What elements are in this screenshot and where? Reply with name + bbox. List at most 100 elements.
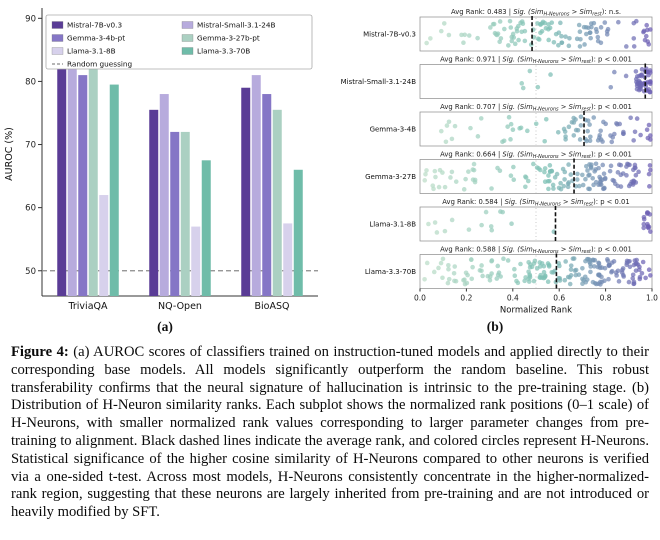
h-neuron-dot — [587, 138, 593, 144]
h-neuron-dot — [470, 167, 476, 172]
bar-Mistral-Small-3.1-24B — [67, 37, 77, 296]
title-fragment: H-Neurons — [544, 12, 570, 18]
h-neuron-dot — [577, 183, 582, 189]
h-neuron-dot — [590, 175, 595, 181]
h-neuron-dot — [547, 163, 553, 168]
h-neuron-dot — [443, 139, 449, 145]
h-neuron-dot — [612, 131, 617, 137]
h-neuron-dot — [551, 186, 556, 191]
legend-swatch-Gemma-3-27b-pt — [181, 34, 194, 42]
h-neuron-dot — [442, 184, 448, 190]
title-fragment: Avg Rank: 0.483 — [451, 8, 507, 16]
h-neuron-dot — [479, 263, 484, 268]
h-neuron-dot — [452, 123, 458, 129]
h-neuron-dot — [432, 220, 438, 225]
title-fragment: rest — [581, 249, 592, 255]
h-neuron-dot — [514, 28, 520, 34]
h-neuron-dot — [585, 128, 590, 134]
title-fragment: | — [496, 246, 503, 254]
h-neuron-dot — [565, 184, 571, 190]
bar-Mistral-7B-v0.3 — [149, 109, 159, 296]
h-neuron-dot — [551, 39, 557, 45]
h-neuron-dot — [581, 24, 587, 30]
h-neuron-dot — [509, 38, 515, 44]
h-neuron-dot — [561, 126, 567, 132]
bar-Mistral-7B-v0.3 — [57, 40, 67, 297]
h-neuron-dot — [556, 43, 561, 48]
h-neuron-dot — [452, 264, 458, 269]
h-neuron-dot — [464, 280, 470, 286]
title-fragment: Avg Rank: 0.707 — [440, 103, 496, 111]
bar-Mistral-Small-3.1-24B — [159, 94, 169, 297]
title-fragment: | — [496, 151, 503, 159]
h-neuron-dot — [448, 175, 453, 180]
h-neuron-dot — [559, 33, 564, 39]
h-neuron-dot — [585, 118, 591, 123]
h-neuron-dot — [593, 167, 598, 172]
h-neuron-dot — [444, 123, 450, 128]
h-neuron-dot — [570, 256, 576, 261]
h-neuron-dot — [624, 258, 630, 264]
h-neuron-dot — [630, 276, 636, 281]
h-neuron-dot — [438, 128, 444, 134]
h-neuron-dot — [587, 172, 592, 178]
row-label-Mistral-Small-3.1-24B: Mistral-Small-3.1-24B — [341, 78, 417, 86]
title-fragment: Avg Rank: 0.664 — [440, 151, 496, 159]
title-fragment: Sig. (Sim — [502, 56, 533, 64]
h-neuron-dot — [441, 21, 447, 26]
h-neuron-dot — [547, 25, 553, 31]
h-neuron-dot — [510, 127, 516, 132]
h-neuron-dot — [502, 26, 507, 32]
h-neuron-dot — [646, 122, 652, 128]
h-neuron-dot — [602, 265, 608, 271]
title-fragment: rest — [584, 202, 595, 208]
h-neuron-dot — [591, 115, 597, 120]
h-neuron-dot — [430, 183, 436, 188]
bar-Llama-3.3-70B — [109, 84, 119, 296]
h-neuron-dot — [608, 163, 614, 169]
h-neuron-dot — [648, 167, 653, 173]
legend-swatch-Llama-3.3-70B — [181, 47, 194, 55]
h-neuron-dot — [529, 264, 535, 270]
h-neuron-dot — [562, 177, 567, 182]
h-neuron-dot — [580, 266, 585, 271]
h-neuron-dot — [614, 273, 619, 278]
h-neuron-dot — [567, 281, 573, 287]
title-fragment: Sig. (Sim — [505, 198, 536, 206]
legend-label: Gemma-3-4b-pt — [67, 34, 125, 43]
row-label-Llama-3.3-70B: Llama-3.3-70B — [365, 268, 416, 276]
h-neuron-dot — [595, 34, 601, 40]
bar-Llama-3.3-70B — [201, 160, 211, 296]
h-neuron-dot — [648, 229, 653, 234]
title-fragment: Avg Rank: 0.971 — [440, 56, 496, 64]
h-neuron-dot — [648, 81, 653, 87]
h-neuron-dot — [522, 278, 527, 284]
h-neuron-dot — [537, 275, 543, 280]
h-neuron-dot — [590, 258, 596, 263]
h-neuron-dot — [623, 73, 629, 79]
h-neuron-dot — [512, 266, 517, 272]
h-neuron-dot — [640, 259, 646, 265]
h-neuron-dot — [593, 26, 599, 32]
h-neuron-dot — [462, 32, 468, 38]
bar-Mistral-Small-3.1-24B — [251, 75, 261, 296]
h-neuron-dot — [595, 264, 601, 270]
h-neuron-dot — [518, 20, 523, 26]
h-neuron-dot — [636, 87, 642, 93]
bar-Gemma-3-27b-pt — [272, 109, 282, 296]
h-neuron-dot — [549, 20, 555, 25]
h-neuron-dot — [490, 21, 496, 27]
h-neuron-dot — [566, 43, 572, 49]
title-fragment: ): p < 0.001 — [591, 56, 632, 64]
x-axis-label: Normalized Rank — [500, 306, 572, 316]
h-neuron-dot — [468, 125, 473, 131]
h-neuron-dot — [515, 280, 521, 286]
h-neuron-dot — [639, 270, 645, 276]
h-neuron-dot — [488, 224, 494, 229]
h-neuron-dot — [434, 230, 440, 235]
title-fragment: Sig. (Sim — [513, 8, 544, 16]
h-neuron-dot — [535, 84, 541, 90]
h-neuron-dot — [577, 44, 583, 49]
h-neuron-dot — [471, 161, 477, 167]
h-neuron-dot — [528, 42, 534, 47]
